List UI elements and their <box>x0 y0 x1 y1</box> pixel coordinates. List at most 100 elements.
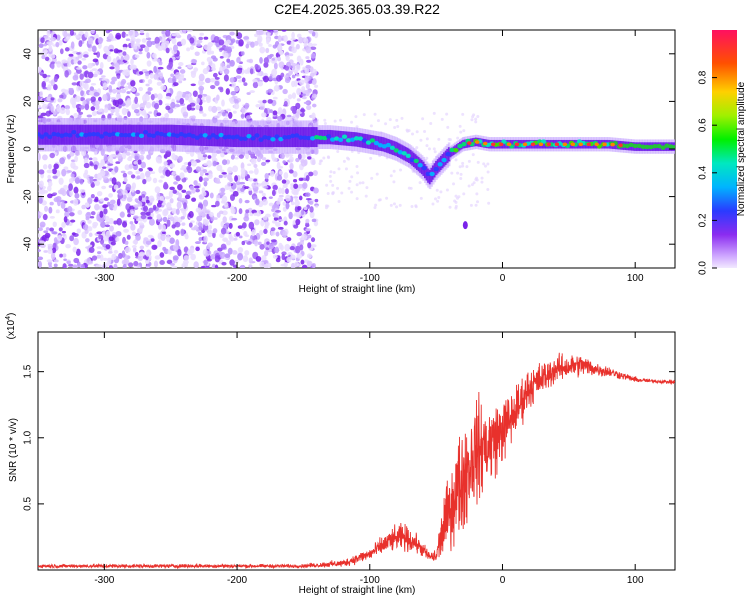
heatmap-core-cell <box>537 139 540 149</box>
heatmap-noise-cell <box>355 183 359 187</box>
heatmap-noise-cell <box>235 181 241 186</box>
heatmap-peak-cell <box>214 134 220 140</box>
heatmap-noise-cell <box>47 193 53 199</box>
x-tick-label: 0 <box>500 273 506 284</box>
heatmap-noise-cell <box>248 221 255 230</box>
heatmap-noise-cell <box>123 53 130 61</box>
heatmap-noise-cell <box>238 39 244 47</box>
heatmap-noise-cell <box>291 74 296 79</box>
heatmap-noise-cell <box>198 73 205 82</box>
heatmap-noise-cell <box>261 157 267 161</box>
heatmap-noise-cell <box>47 248 53 254</box>
y-tick-label: -40 <box>23 237 34 252</box>
heatmap-noise-cell <box>216 194 221 199</box>
heatmap-core-cell <box>409 149 413 165</box>
heatmap-noise-cell <box>94 180 101 186</box>
heatmap-noise-cell <box>178 192 182 201</box>
heatmap-peak-cell <box>63 132 69 137</box>
heatmap-noise-cell <box>373 112 377 116</box>
heatmap-noise-cell <box>226 64 231 69</box>
heatmap-noise-cell <box>69 30 75 36</box>
heatmap-noise-cell <box>322 156 326 160</box>
heatmap-noise-cell <box>133 43 138 50</box>
heatmap-noise-cell <box>125 38 131 42</box>
heatmap-noise-cell <box>179 97 185 105</box>
heatmap-noise-cell <box>286 237 292 242</box>
heatmap-max-cell <box>538 142 544 147</box>
heatmap-noise-cell <box>285 188 289 195</box>
heatmap-noise-cell <box>171 265 178 268</box>
heatmap-noise-cell <box>180 167 185 171</box>
heatmap-noise-cell <box>285 194 291 202</box>
heatmap-noise-cell <box>119 61 125 65</box>
heatmap-noise-cell <box>221 171 227 175</box>
heatmap-noise-cell <box>195 104 200 110</box>
heatmap-noise-cell <box>273 214 279 218</box>
heatmap-noise-cell <box>171 153 176 160</box>
heatmap-noise-cell <box>121 107 128 116</box>
heatmap-noise-cell <box>439 190 443 194</box>
heatmap-noise-cell <box>103 107 109 113</box>
heatmap-noise-cell <box>133 215 139 219</box>
heatmap-noise-cell <box>39 180 44 188</box>
heatmap-noise-cell <box>124 240 129 245</box>
heatmap-noise-cell <box>165 105 171 111</box>
heatmap-peak-cell <box>632 143 638 149</box>
heatmap-noise-cell <box>238 235 243 239</box>
heatmap-noise-cell <box>72 74 79 81</box>
heatmap-noise-cell <box>169 216 175 222</box>
heatmap-noise-cell <box>95 264 102 268</box>
heatmap-noise-cell <box>221 159 228 166</box>
heatmap-noise-cell <box>159 260 165 266</box>
heatmap-max-cell <box>562 142 568 147</box>
heatmap-noise-cell <box>355 165 359 169</box>
heatmap-noise-cell <box>337 167 341 171</box>
heatmap-noise-cell <box>158 179 163 183</box>
heatmap-peak-cell <box>162 132 168 138</box>
heatmap-noise-cell <box>153 73 158 80</box>
heatmap-noise-cell <box>231 250 238 255</box>
heatmap-noise-cell <box>385 196 389 200</box>
heatmap-noise-cell <box>240 167 246 175</box>
heatmap-noise-cell <box>225 39 232 45</box>
heatmap-noise-cell <box>187 161 192 167</box>
heatmap-noise-cell <box>188 211 194 219</box>
heatmap-noise-cell <box>271 220 277 224</box>
heatmap-noise-cell <box>288 71 293 76</box>
heatmap-noise-cell <box>292 108 297 115</box>
heatmap-peak-cell <box>198 133 204 138</box>
heatmap-noise-cell <box>474 120 478 124</box>
heatmap-peak-cell <box>55 132 61 137</box>
heatmap-max-cell <box>467 141 472 145</box>
heatmap-noise-cell <box>102 93 108 102</box>
heatmap-noise-cell <box>265 247 270 251</box>
heatmap-noise-cell <box>331 183 335 187</box>
heatmap-peak-cell <box>449 147 455 153</box>
heatmap-noise-cell <box>70 173 75 178</box>
heatmap-noise-cell <box>246 67 251 74</box>
heatmap-noise-cell <box>308 171 314 177</box>
heatmap-noise-cell <box>81 57 87 61</box>
heatmap-noise-cell <box>126 97 132 105</box>
heatmap-noise-cell <box>210 78 216 83</box>
heatmap-noise-cell <box>202 113 207 117</box>
heatmap-noise-cell <box>232 110 237 114</box>
heatmap-noise-cell <box>122 172 128 178</box>
heatmap-noise-cell <box>252 178 258 182</box>
heatmap-core-cell <box>436 159 440 174</box>
heatmap-noise-cell <box>179 172 185 179</box>
heatmap-noise-cell <box>109 265 113 268</box>
heatmap-core-cell <box>73 124 77 145</box>
heatmap-noise-cell <box>122 263 127 268</box>
heatmap-noise-cell <box>212 228 218 234</box>
heatmap-noise-cell <box>258 229 264 236</box>
heatmap-noise-cell <box>240 51 245 56</box>
heatmap-noise-cell <box>161 30 166 35</box>
heatmap-noise-cell <box>84 202 90 207</box>
heatmap-core-cell <box>341 131 344 146</box>
heatmap-peak-cell <box>95 132 101 137</box>
heatmap-noise-cell <box>370 176 374 180</box>
heatmap-noise-cell <box>85 212 92 219</box>
heatmap-noise-cell <box>266 34 271 38</box>
